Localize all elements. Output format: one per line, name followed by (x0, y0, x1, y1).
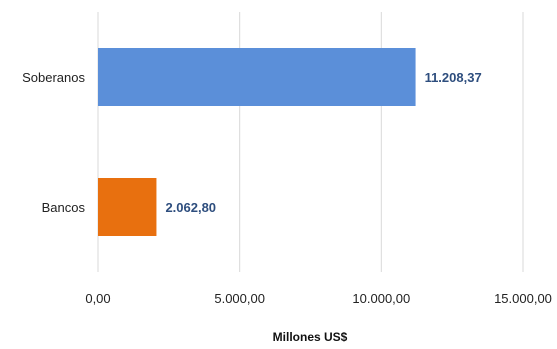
bar-soberanos (98, 48, 416, 106)
category-label-soberanos: Soberanos (22, 70, 85, 85)
x-tick-label-3: 15.000,00 (494, 291, 552, 306)
bar-bancos (98, 178, 157, 236)
category-label-bancos: Bancos (42, 200, 86, 215)
x-axis-title: Millones US$ (273, 330, 348, 344)
data-label-soberanos: 11.208,37 (425, 70, 482, 85)
x-tick-label-2: 10.000,00 (352, 291, 410, 306)
x-tick-label-1: 5.000,00 (214, 291, 265, 306)
data-label-bancos: 2.062,80 (165, 200, 216, 215)
x-tick-label-0: 0,00 (85, 291, 110, 306)
